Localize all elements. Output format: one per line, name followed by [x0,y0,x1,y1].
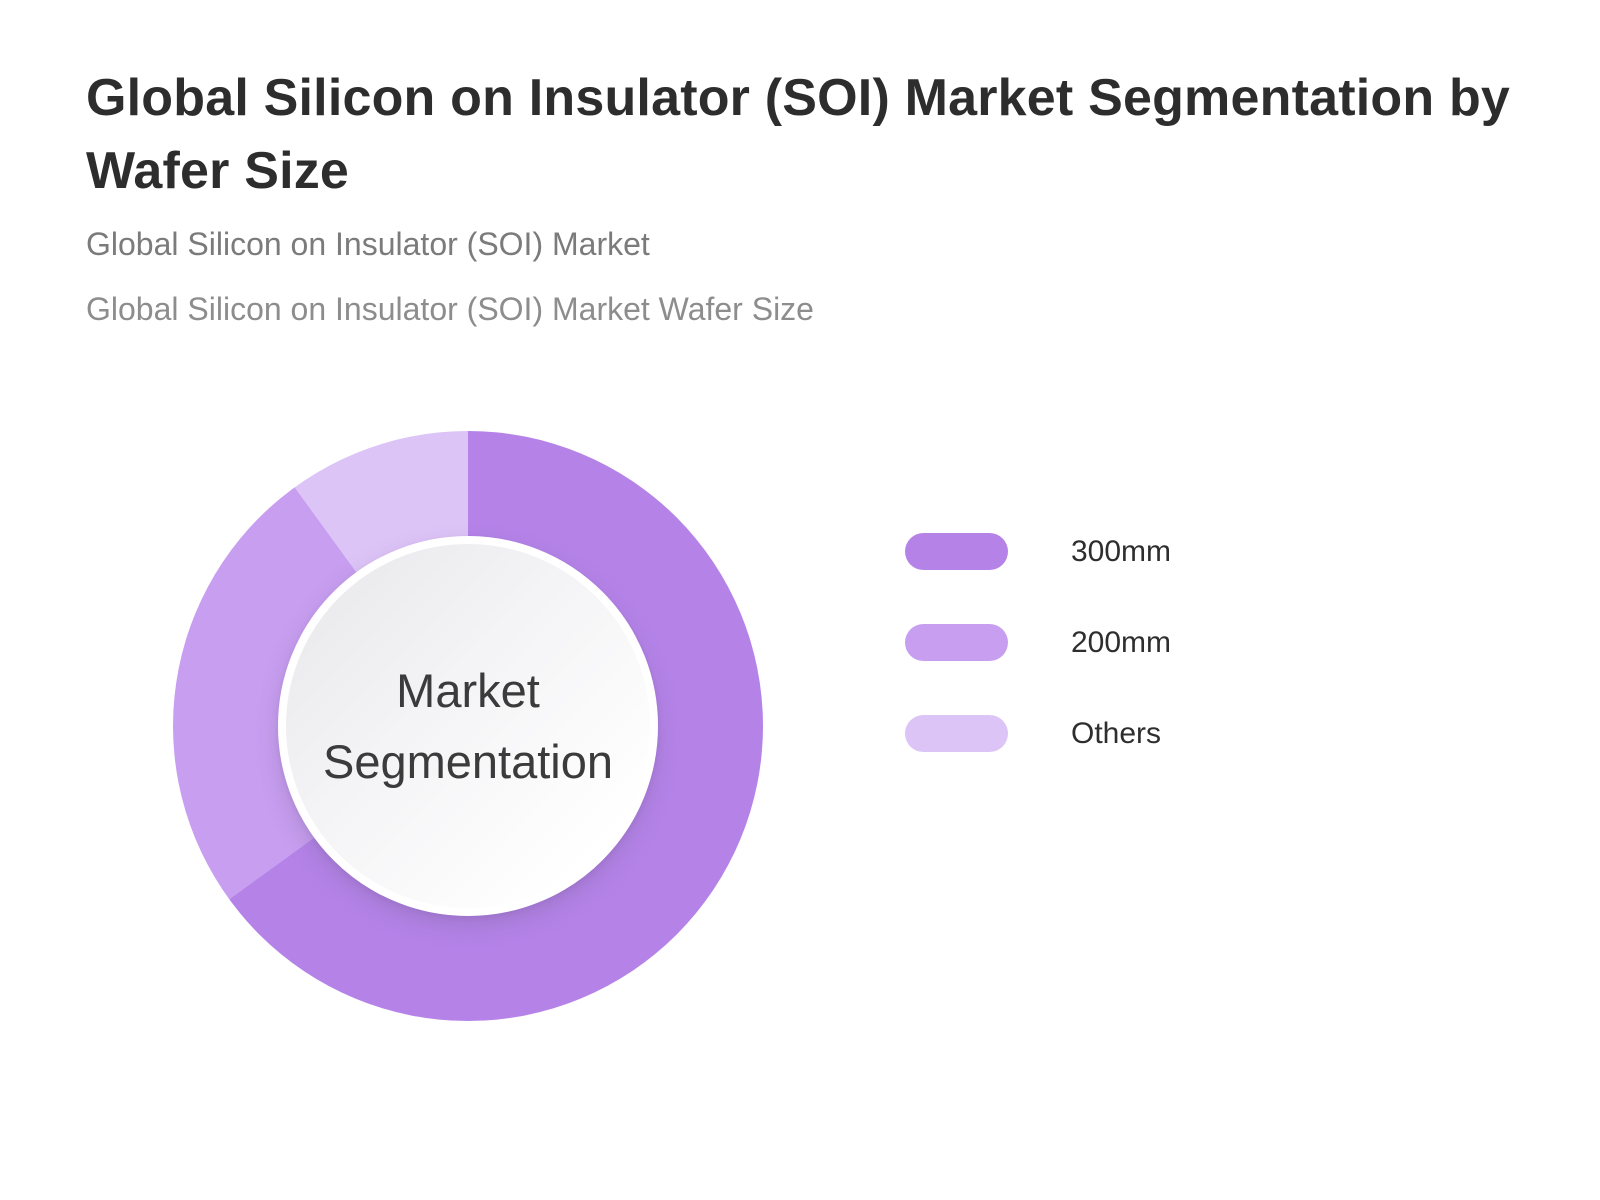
donut-center-label: Market Segmentation [322,664,614,788]
legend-swatch-others [905,715,1008,752]
donut-center-circle: Market Segmentation [278,536,658,916]
legend-item-others: Others [905,715,1171,752]
donut-chart: Market Segmentation [173,431,763,1021]
subtitle-market: Global Silicon on Insulator (SOI) Market [86,226,650,262]
legend-item-300mm: 300mm [905,533,1171,570]
legend-label-300mm: 300mm [1071,534,1172,568]
subtitle-wafer-size: Global Silicon on Insulator (SOI) Market… [86,291,814,327]
legend-label-others: Others [1071,716,1162,750]
legend-swatch-200mm [905,624,1008,661]
legend-swatch-300mm [905,533,1008,570]
legend-label-200mm: 200mm [1071,625,1172,659]
page-title-line1: Global Silicon on Insulator (SOI) Market… [86,69,1511,127]
page-title: Global Silicon on Insulator (SOI) Market… [86,62,1546,208]
legend-item-200mm: 200mm [905,624,1171,661]
page-title-line2: Wafer Size [86,142,350,200]
chart-legend: 300mm 200mm Others [905,533,1171,806]
